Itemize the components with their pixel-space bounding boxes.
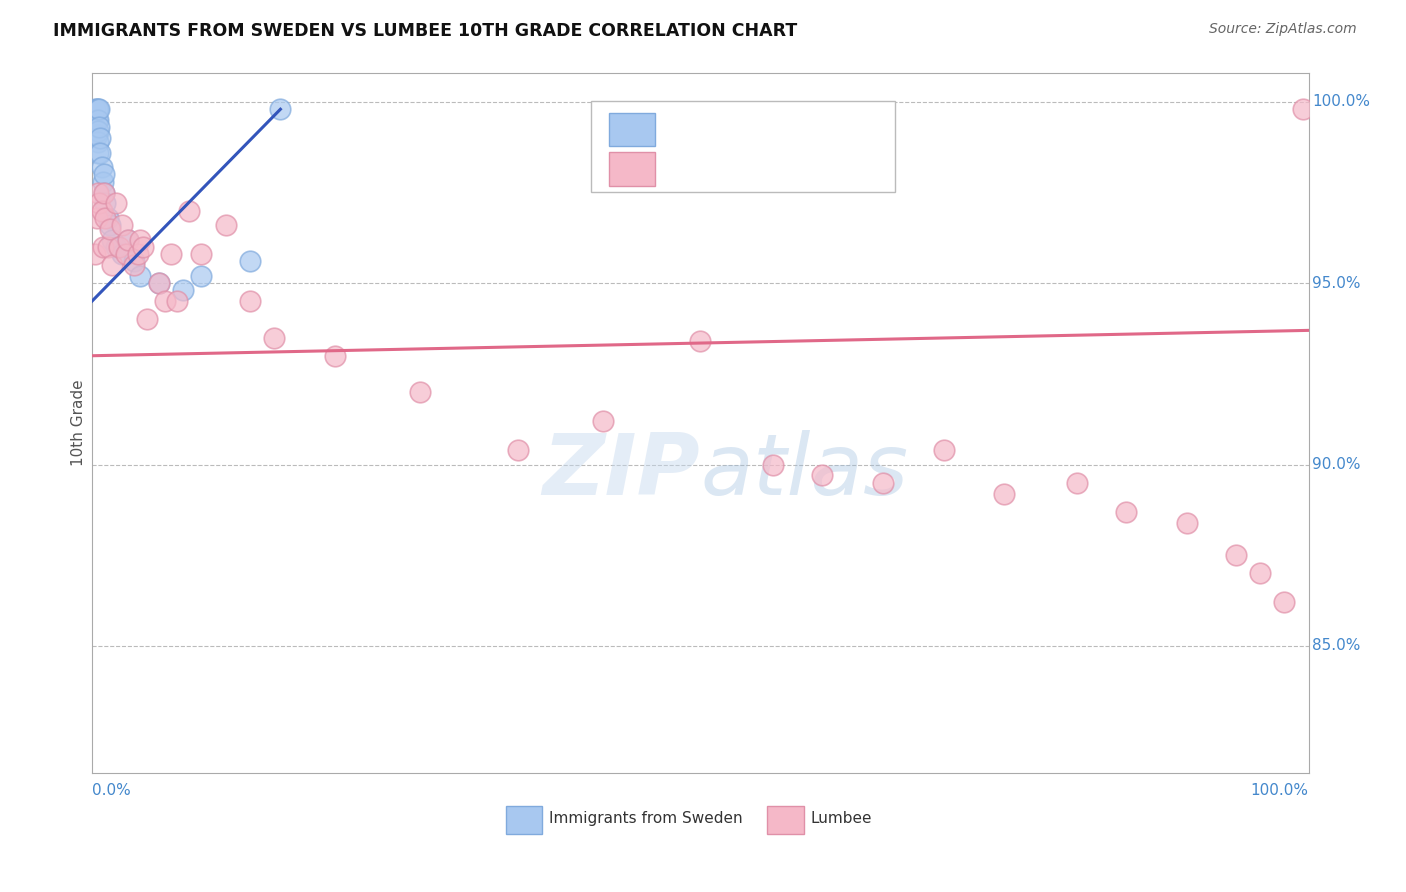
- Point: [94, 211, 117, 225]
- Point: [89, 145, 111, 160]
- Text: atlas: atlas: [700, 430, 908, 513]
- Point: [132, 240, 155, 254]
- Point: [117, 233, 139, 247]
- Point: [86, 211, 108, 225]
- Point: [101, 258, 124, 272]
- Point: [214, 219, 236, 233]
- Point: [111, 219, 134, 233]
- Point: [87, 102, 110, 116]
- Point: [86, 113, 108, 128]
- Point: [172, 284, 194, 298]
- Point: [117, 233, 139, 247]
- Point: [148, 277, 170, 291]
- Point: [107, 240, 129, 254]
- Point: [115, 247, 138, 261]
- Point: [84, 102, 107, 116]
- Point: [87, 186, 110, 200]
- Point: [239, 294, 262, 309]
- FancyBboxPatch shape: [609, 152, 655, 186]
- Point: [98, 222, 121, 236]
- Text: 100.0%: 100.0%: [1251, 783, 1309, 798]
- Point: [111, 247, 134, 261]
- Point: [811, 468, 834, 483]
- Point: [105, 240, 128, 254]
- Text: Source: ZipAtlas.com: Source: ZipAtlas.com: [1209, 22, 1357, 37]
- Point: [409, 384, 432, 399]
- Point: [94, 196, 117, 211]
- Point: [993, 486, 1015, 500]
- Point: [89, 131, 111, 145]
- Point: [179, 203, 201, 218]
- Point: [689, 334, 711, 349]
- Point: [1175, 516, 1198, 530]
- Point: [105, 196, 128, 211]
- Point: [124, 254, 146, 268]
- Point: [269, 102, 291, 116]
- Point: [135, 312, 157, 326]
- Point: [129, 268, 152, 283]
- Point: [84, 120, 107, 135]
- Point: [592, 414, 614, 428]
- Point: [1249, 566, 1271, 581]
- FancyBboxPatch shape: [506, 805, 543, 833]
- Point: [762, 458, 785, 472]
- Point: [932, 442, 955, 457]
- Y-axis label: 10th Grade: 10th Grade: [72, 379, 86, 467]
- Point: [87, 135, 110, 149]
- FancyBboxPatch shape: [591, 101, 894, 192]
- Point: [263, 330, 285, 344]
- Point: [190, 247, 212, 261]
- Point: [97, 211, 120, 225]
- Text: Lumbee: Lumbee: [811, 811, 873, 826]
- Point: [84, 247, 107, 261]
- Text: 85.0%: 85.0%: [1312, 639, 1361, 653]
- Point: [148, 277, 170, 291]
- Point: [97, 240, 120, 254]
- Point: [153, 294, 176, 309]
- Point: [124, 258, 146, 272]
- Point: [129, 233, 152, 247]
- Point: [93, 168, 115, 182]
- Point: [87, 145, 110, 160]
- Point: [1115, 505, 1137, 519]
- Point: [127, 247, 149, 261]
- Text: Immigrants from Sweden: Immigrants from Sweden: [550, 811, 742, 826]
- Point: [86, 128, 108, 142]
- Text: R = 0.070   N = 47: R = 0.070 N = 47: [669, 160, 855, 178]
- Point: [93, 186, 115, 200]
- Point: [90, 203, 112, 218]
- Text: 0.0%: 0.0%: [91, 783, 131, 798]
- Point: [166, 294, 188, 309]
- Point: [323, 349, 346, 363]
- Point: [1272, 595, 1295, 609]
- Point: [1225, 548, 1247, 562]
- Point: [87, 196, 110, 211]
- Point: [86, 102, 108, 116]
- Text: ZIP: ZIP: [543, 430, 700, 513]
- Point: [91, 175, 114, 189]
- Point: [101, 233, 124, 247]
- Text: 90.0%: 90.0%: [1312, 457, 1361, 472]
- Text: IMMIGRANTS FROM SWEDEN VS LUMBEE 10TH GRADE CORRELATION CHART: IMMIGRANTS FROM SWEDEN VS LUMBEE 10TH GR…: [53, 22, 797, 40]
- Point: [98, 219, 121, 233]
- Point: [93, 186, 115, 200]
- Point: [1066, 475, 1088, 490]
- Point: [87, 120, 110, 135]
- FancyBboxPatch shape: [768, 805, 804, 833]
- Point: [872, 475, 894, 490]
- Point: [87, 102, 110, 116]
- Point: [1291, 102, 1313, 116]
- Point: [190, 268, 212, 283]
- Point: [160, 247, 183, 261]
- Text: R = 0.472   N = 32: R = 0.472 N = 32: [669, 120, 855, 138]
- Point: [90, 160, 112, 174]
- Text: 100.0%: 100.0%: [1312, 95, 1371, 110]
- Point: [91, 240, 114, 254]
- FancyBboxPatch shape: [609, 113, 655, 146]
- Point: [506, 442, 529, 457]
- Text: 95.0%: 95.0%: [1312, 276, 1361, 291]
- Point: [87, 124, 110, 138]
- Point: [87, 113, 110, 128]
- Point: [239, 254, 262, 268]
